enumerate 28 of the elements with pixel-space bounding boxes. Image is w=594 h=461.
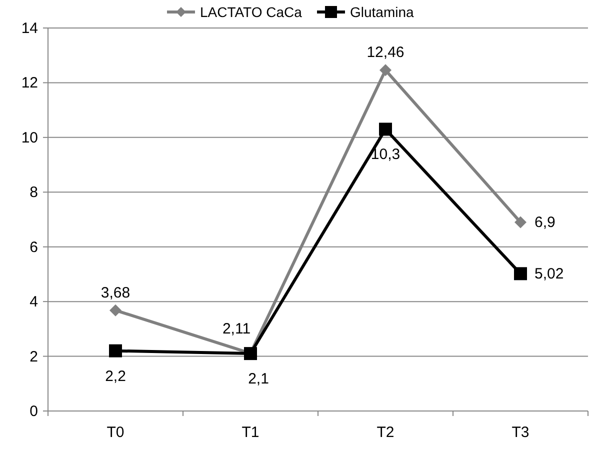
x-tick-label: T0 (106, 424, 124, 441)
point (110, 304, 122, 316)
y-tick-label: 12 (21, 74, 38, 92)
y-tick-label: 8 (30, 184, 38, 202)
data-label: 10,3 (370, 146, 400, 164)
point (514, 267, 527, 280)
data-label: 5,02 (534, 266, 564, 283)
data-label: 3,68 (100, 284, 130, 302)
y-tick-label: 6 (30, 238, 38, 256)
point (379, 122, 392, 136)
x-tick-label: T1 (242, 424, 260, 441)
data-label: 2,11 (222, 320, 251, 338)
y-tick-label: 0 (30, 403, 38, 420)
legend-label: LACTATO CaCa (200, 4, 302, 20)
y-tick-label: 4 (30, 294, 38, 311)
point (514, 216, 526, 228)
data-label: 2,1 (248, 370, 269, 388)
data-label: 6,9 (534, 214, 556, 232)
x-tick-label: T2 (376, 424, 394, 441)
data-label: 12,46 (366, 44, 404, 62)
legend-label: Glutamina (350, 4, 414, 20)
y-tick-label: 14 (21, 20, 38, 37)
y-tick-label: 2 (30, 348, 38, 366)
point (380, 64, 392, 76)
x-tick-label: T3 (512, 424, 530, 441)
point (109, 344, 122, 358)
data-label: 2,2 (105, 368, 126, 385)
y-tick-label: 10 (21, 129, 38, 146)
